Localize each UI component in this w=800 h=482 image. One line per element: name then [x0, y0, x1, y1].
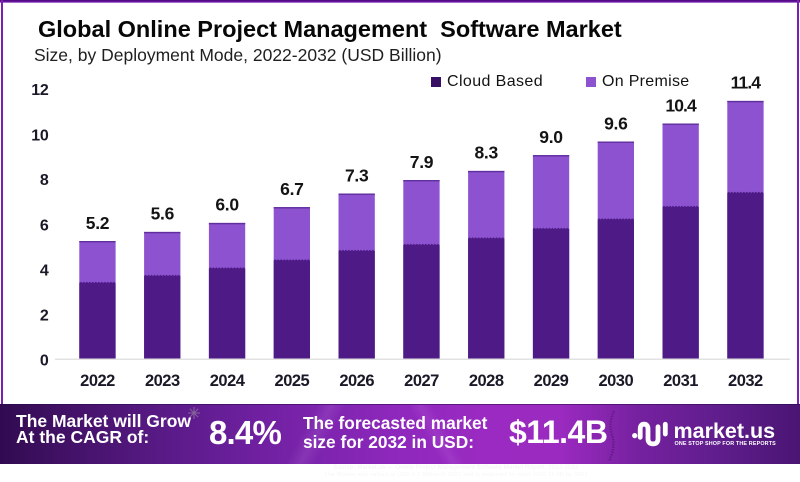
svg-text:6.0: 6.0: [215, 195, 239, 215]
svg-text:7.3: 7.3: [345, 165, 369, 185]
svg-text:2024: 2024: [210, 372, 246, 390]
svg-text:2027: 2027: [404, 372, 439, 390]
svg-text:2025: 2025: [275, 372, 310, 390]
svg-text:10.4: 10.4: [665, 95, 697, 115]
svg-text:5.2: 5.2: [86, 213, 110, 233]
svg-text:5.6: 5.6: [151, 204, 175, 224]
svg-text:6.7: 6.7: [280, 179, 303, 199]
svg-text:8: 8: [40, 172, 49, 189]
svg-text:12: 12: [31, 82, 49, 99]
svg-text:8.3: 8.3: [474, 143, 498, 163]
svg-text:2026: 2026: [339, 372, 374, 390]
svg-text:2: 2: [40, 308, 49, 325]
svg-text:2028: 2028: [469, 372, 504, 390]
svg-text:2023: 2023: [145, 372, 180, 390]
svg-text:4: 4: [40, 262, 49, 279]
svg-text:2032: 2032: [728, 372, 763, 390]
svg-text:2022: 2022: [80, 372, 115, 390]
svg-text:6: 6: [40, 218, 49, 235]
svg-text:2030: 2030: [598, 372, 633, 390]
svg-text:10: 10: [31, 127, 49, 144]
svg-text:11.4: 11.4: [731, 73, 762, 93]
svg-text:2031: 2031: [663, 372, 698, 390]
svg-text:9.6: 9.6: [604, 113, 628, 133]
svg-text:7.9: 7.9: [410, 152, 434, 172]
svg-text:0: 0: [40, 353, 49, 370]
svg-text:2029: 2029: [534, 372, 569, 390]
svg-text:9.0: 9.0: [539, 127, 563, 147]
